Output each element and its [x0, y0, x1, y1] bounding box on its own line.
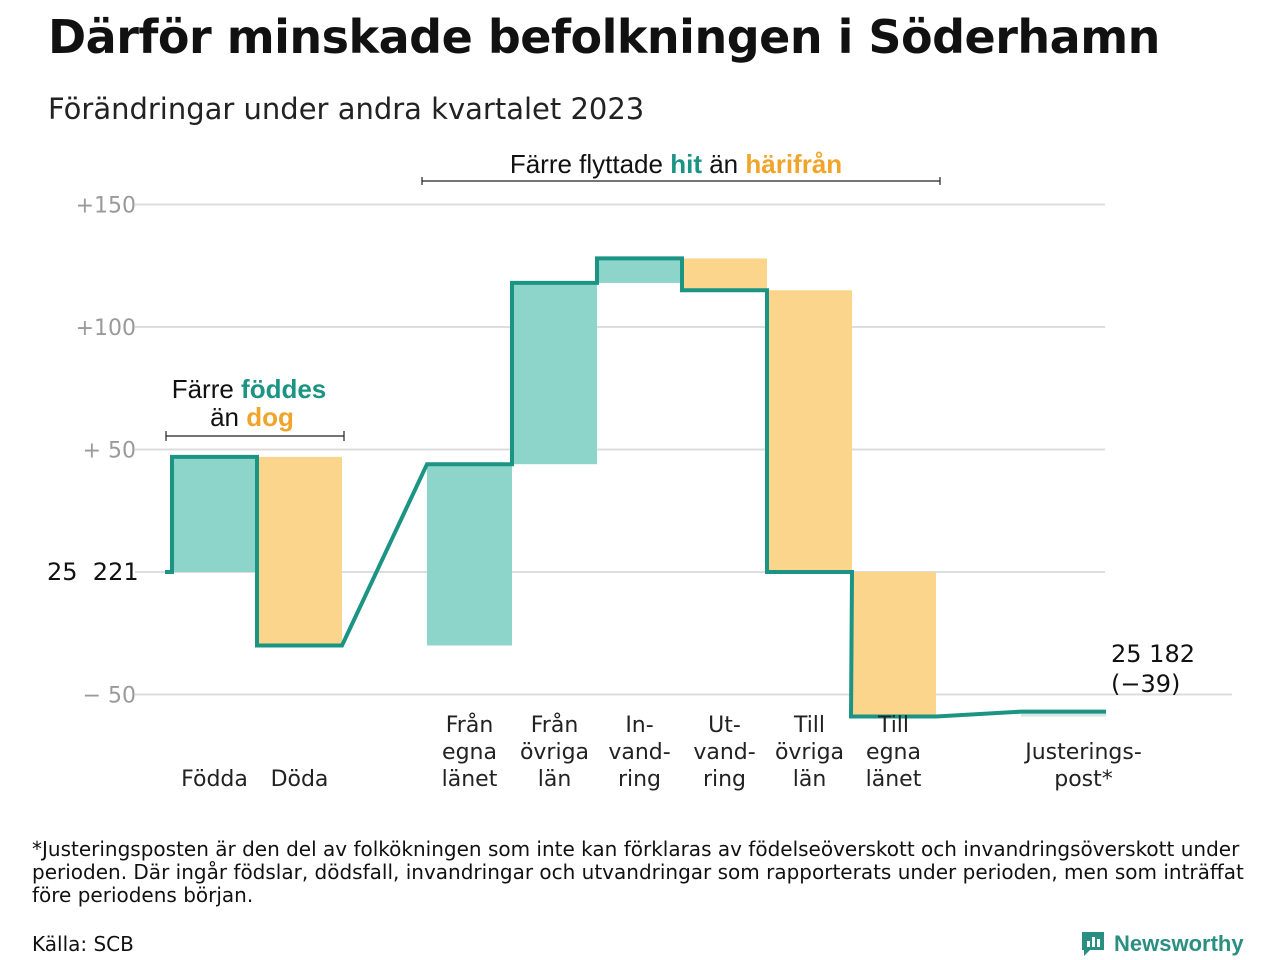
y-tick-label: +100 [76, 316, 136, 341]
source-label: Källa: SCB [32, 932, 134, 956]
category-label: övriga [520, 740, 589, 765]
category-label: län [538, 767, 572, 792]
annotation-birth-line2: än dog [210, 402, 294, 432]
category-label: In- [625, 713, 653, 738]
bars [172, 258, 1106, 717]
category-label: Ut- [708, 713, 741, 738]
category-label: Födda [181, 767, 248, 792]
waterfall-chart: +150+100+ 50− 50 Födda DödaFrånegnalänetF… [47, 149, 1232, 792]
annotation-move-line: Färre flyttade hit än härifrån [510, 149, 842, 179]
annotation-birth-line1: Färre föddes [172, 374, 327, 404]
y-tick-label: + 50 [83, 439, 136, 464]
newsworthy-icon [1082, 932, 1104, 956]
category-label: Döda [271, 767, 329, 792]
category-label: vand- [608, 740, 670, 765]
category-label: Från [446, 712, 494, 738]
category-label: länet [866, 767, 922, 792]
annotation-birth-text1: Färre [172, 374, 241, 404]
annotation-birth-dog: dog [246, 402, 294, 432]
logo-text: Newsworthy [1114, 931, 1244, 956]
category-label: Justerings- [1023, 740, 1142, 765]
annotation-birth-text2: än [210, 402, 246, 432]
waterfall-bar [512, 282, 597, 465]
y-tick-label: +150 [76, 194, 136, 219]
annotation-move-hit: hit [670, 149, 702, 179]
annotation-move-harifran: härifrån [745, 149, 842, 179]
waterfall-bar [682, 258, 767, 291]
chart-subtitle: Förändringar under andra kvartalet 2023 [48, 92, 645, 126]
category-label: Till [793, 713, 825, 738]
category-label: länet [442, 767, 498, 792]
annotation-move-text2: än [702, 149, 745, 179]
category-label: Till [877, 713, 909, 738]
end-value-label: 25 182 [1111, 640, 1195, 668]
category-label: post* [1054, 767, 1113, 792]
chart-title: Därför minskade befolkningen i Söderhamn [48, 10, 1160, 64]
running-total-path [165, 256, 1106, 719]
newsworthy-logo: Newsworthy [1080, 928, 1244, 960]
waterfall-bar [851, 572, 936, 717]
category-label: län [793, 767, 827, 792]
start-value-label: 25 221 [47, 558, 139, 586]
running-total-line [165, 256, 1106, 719]
category-label: vand- [693, 740, 755, 765]
waterfall-bar [427, 464, 512, 646]
waterfall-bar [257, 456, 342, 646]
annotations: Färre föddes än dog Färre flyttade hit ä… [165, 149, 941, 441]
waterfall-bar [1021, 711, 1106, 717]
category-label: Från [531, 712, 579, 738]
end-change-label: (−39) [1111, 670, 1180, 698]
category-label: ring [618, 767, 661, 792]
category-label: egna [866, 740, 921, 765]
category-labels: Födda DödaFrånegnalänetFrånövrigalänIn-va… [181, 712, 1142, 792]
waterfall-bar [767, 290, 852, 572]
annotation-move-text1: Färre flyttade [510, 149, 670, 179]
footnote: *Justeringsposten är den del av folkökni… [32, 837, 1244, 907]
waterfall-bar [597, 258, 682, 283]
y-tick-label: − 50 [83, 684, 136, 709]
category-label: egna [442, 740, 497, 765]
y-axis-ticks: +150 +100 + 50 − 50 [76, 194, 136, 709]
waterfall-bar [172, 456, 257, 572]
annotation-birth-hit: föddes [241, 374, 326, 404]
category-label: övriga [775, 740, 844, 765]
category-label: ring [703, 767, 746, 792]
